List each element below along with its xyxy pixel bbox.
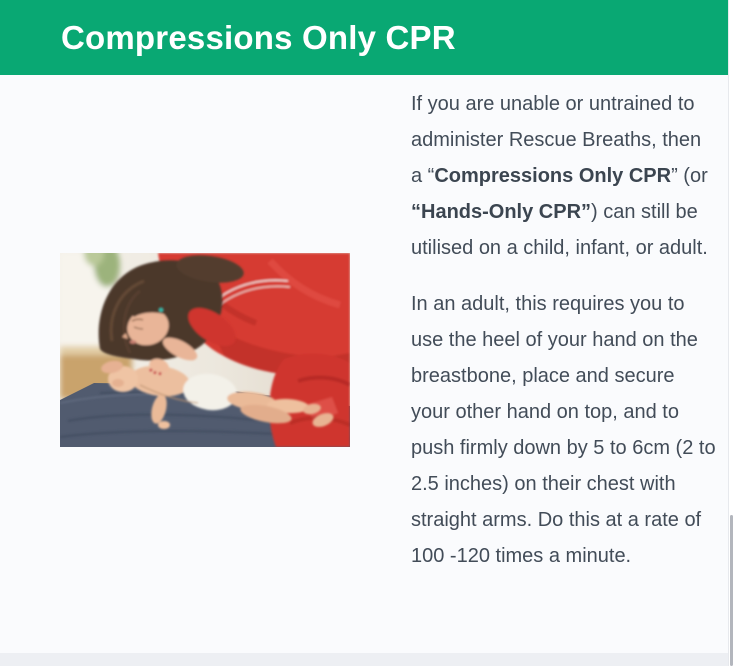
- scrollbar[interactable]: [728, 0, 734, 666]
- hands-only-cpr-bold: “Hands-Only CPR”: [411, 201, 592, 223]
- infant-cpr-photo-illustration: [60, 253, 350, 447]
- scrollbar-thumb[interactable]: [730, 515, 733, 666]
- content-area: If you are unable or untrained to admini…: [0, 75, 728, 653]
- paragraph-1-text: ” (or: [671, 165, 708, 187]
- paragraph-1-text: ) can still be utilised on a child, infa…: [411, 201, 708, 259]
- cpr-photo: [60, 253, 350, 447]
- paragraph-1-text: If you are unable or untrained to admini…: [411, 93, 702, 187]
- photo-rescuer-head: [98, 255, 244, 375]
- photo-infant-mannequin: [108, 365, 334, 429]
- article-text: If you are unable or untrained to admini…: [411, 86, 716, 594]
- paragraph-1: If you are unable or untrained to admini…: [411, 86, 716, 266]
- page-header: Compressions Only CPR: [0, 0, 728, 75]
- footer-strip: [0, 653, 734, 666]
- compressions-only-cpr-bold: Compressions Only CPR: [434, 165, 672, 187]
- page-title: Compressions Only CPR: [61, 18, 456, 56]
- photo-rescuer-body: [158, 253, 350, 447]
- paragraph-2: In an adult, this requires you to use th…: [411, 293, 716, 567]
